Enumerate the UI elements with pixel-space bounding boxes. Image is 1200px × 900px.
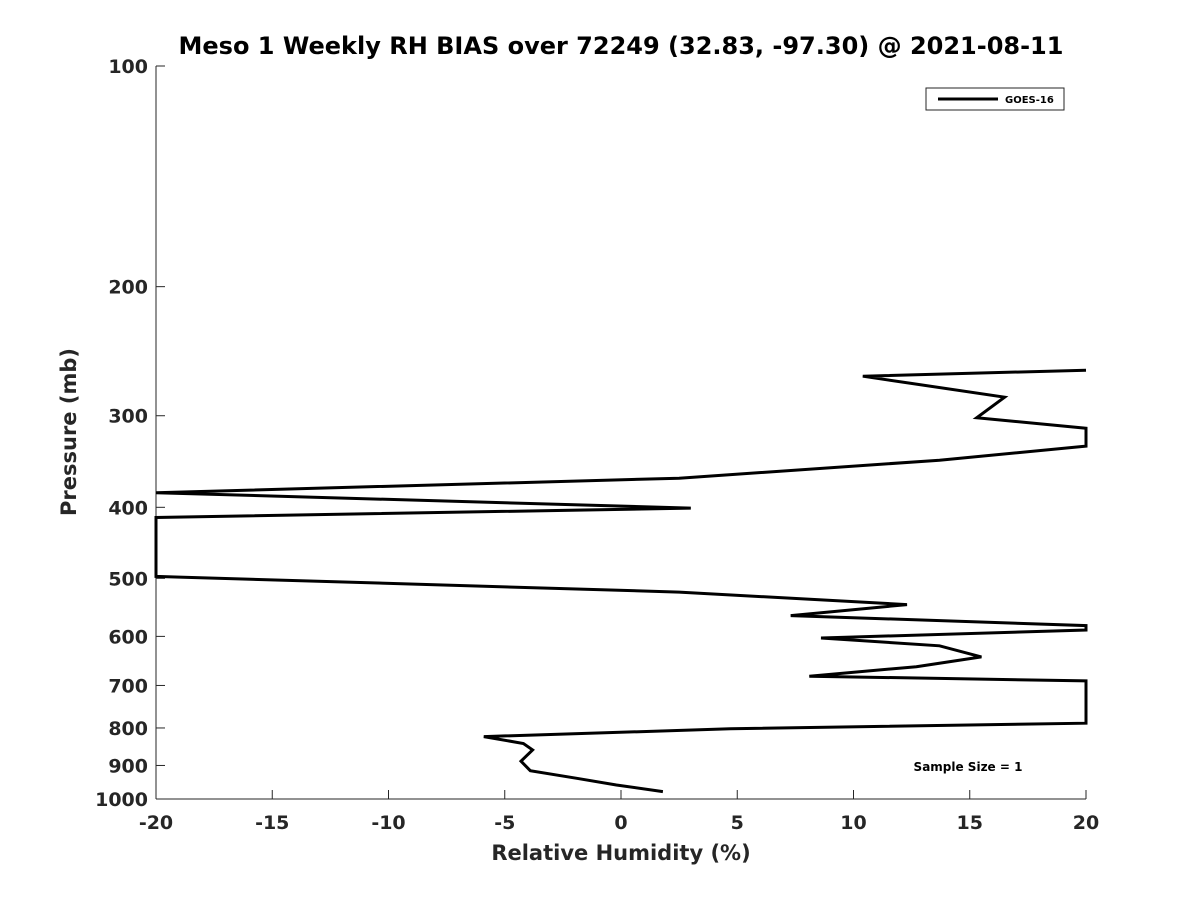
x-tick-label: 20 xyxy=(1073,812,1099,834)
x-axis-label: Relative Humidity (%) xyxy=(491,841,750,865)
y-tick-label: 800 xyxy=(108,718,148,740)
y-tick-label: 600 xyxy=(108,626,148,648)
y-tick-label: 300 xyxy=(108,406,148,428)
x-tick-label: -10 xyxy=(371,812,405,834)
y-ticks: 100 200 300 400 500 600 700 800 900 1000 xyxy=(95,56,165,811)
y-tick-label: 200 xyxy=(108,277,148,299)
chart-title: Meso 1 Weekly RH BIAS over 72249 (32.83,… xyxy=(179,32,1064,60)
x-tick-label: 15 xyxy=(957,812,983,834)
y-tick-label: 400 xyxy=(108,497,148,519)
x-tick-label: 10 xyxy=(840,812,866,834)
x-tick-label: -20 xyxy=(139,812,173,834)
x-tick-label: 5 xyxy=(731,812,744,834)
x-tick-label: 0 xyxy=(614,812,627,834)
series-layer xyxy=(154,368,1088,794)
plot-area: -20 -15 -10 -5 0 5 10 15 20 100 200 300 400 500 600 70… xyxy=(95,56,1099,834)
series-line-goes-16 xyxy=(154,368,1088,794)
y-tick-label: 500 xyxy=(108,568,148,590)
y-tick-label: 100 xyxy=(108,56,148,78)
legend-label-goes-16: GOES-16 xyxy=(1005,95,1054,106)
y-tick-label: 700 xyxy=(108,675,148,697)
sample-size-annotation: Sample Size = 1 xyxy=(914,760,1023,774)
plot-frame xyxy=(156,66,1086,799)
legend: GOES-16 xyxy=(925,87,1065,111)
x-tick-label: -15 xyxy=(255,812,289,834)
y-tick-label: 900 xyxy=(108,755,148,777)
x-ticks: -20 -15 -10 -5 0 5 10 15 20 xyxy=(139,790,1099,834)
y-axis-label: Pressure (mb) xyxy=(57,348,81,516)
x-tick-label: -5 xyxy=(494,812,515,834)
y-tick-label: 1000 xyxy=(95,789,148,811)
